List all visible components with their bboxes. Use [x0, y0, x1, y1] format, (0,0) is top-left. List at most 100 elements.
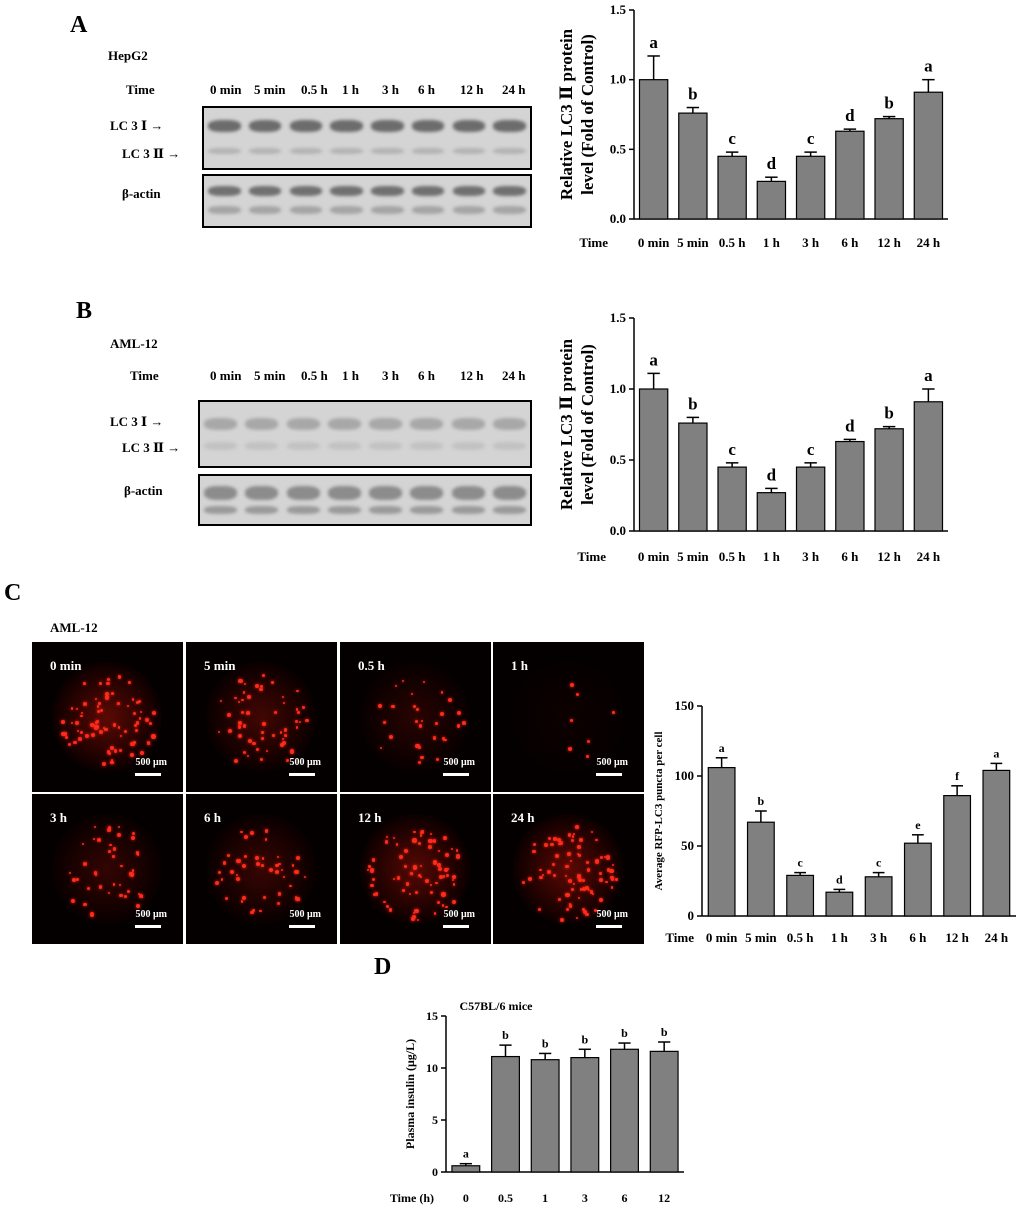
puncta-dot	[259, 685, 263, 689]
puncta-dot	[301, 705, 305, 709]
x-tick-label: 6	[622, 1191, 628, 1205]
blot-band	[245, 442, 279, 450]
puncta-dot	[599, 856, 603, 860]
blot-band	[289, 120, 323, 132]
puncta-dot	[456, 849, 459, 852]
arrow-right-icon: →	[150, 118, 164, 133]
puncta-dot	[219, 700, 222, 703]
significance-letter: c	[807, 129, 815, 148]
puncta-dot	[437, 901, 441, 905]
puncta-dot	[586, 868, 591, 872]
bar	[913, 91, 944, 220]
micrograph-tile: 0 min 500 μm	[32, 642, 183, 792]
puncta-dot	[94, 873, 97, 876]
puncta-dot	[432, 839, 437, 844]
bar	[756, 492, 787, 532]
bar	[913, 401, 944, 532]
puncta-dot	[274, 869, 279, 874]
puncta-dot	[388, 908, 393, 913]
puncta-dot	[429, 832, 433, 836]
puncta-dot	[374, 892, 379, 896]
panel-letter-c: C	[4, 580, 22, 606]
puncta-dot	[82, 701, 87, 706]
puncta-dot	[135, 700, 140, 704]
puncta-dot	[418, 746, 422, 750]
puncta-dot	[140, 711, 143, 714]
blot-band	[330, 148, 363, 154]
puncta-dot	[282, 875, 286, 879]
cell-glow	[513, 662, 623, 772]
puncta-dot	[577, 845, 581, 849]
puncta-dot	[116, 702, 120, 706]
puncta-dot	[259, 687, 263, 691]
puncta-dot	[586, 739, 590, 744]
puncta-dot	[112, 855, 115, 858]
puncta-dot	[451, 899, 457, 904]
puncta-dot	[138, 699, 142, 703]
puncta-dot	[441, 904, 445, 907]
puncta-dot	[93, 871, 98, 875]
puncta-dot	[444, 852, 449, 857]
puncta-dot	[98, 885, 103, 889]
lane-label: 6 h	[418, 368, 435, 383]
bar	[825, 891, 854, 917]
puncta-dot	[416, 918, 420, 921]
puncta-dot	[94, 720, 98, 724]
bar	[717, 155, 747, 220]
y-tick-label: 0.0	[610, 523, 626, 538]
puncta-dot	[598, 897, 603, 902]
puncta-dot	[242, 724, 246, 728]
puncta-dot	[389, 735, 394, 740]
puncta-dot	[109, 843, 113, 847]
puncta-dot	[569, 683, 574, 688]
puncta-dot	[112, 847, 117, 851]
blot-band	[289, 148, 323, 154]
puncta-dot	[220, 878, 224, 881]
scale-bar	[443, 773, 469, 776]
significance-letter: a	[719, 741, 725, 755]
puncta-dot	[294, 720, 298, 724]
blot-band	[451, 418, 485, 430]
puncta-dot	[611, 878, 615, 882]
significance-letter: c	[807, 440, 815, 459]
puncta-dot	[303, 876, 306, 879]
x-tick-label: 12	[658, 1191, 670, 1205]
puncta-dot	[273, 710, 277, 714]
micrograph-tile: 24 h 500 μm	[493, 794, 644, 944]
significance-letter: b	[621, 1026, 628, 1040]
puncta-dot	[582, 879, 585, 882]
puncta-dot	[283, 733, 287, 738]
puncta-dot	[571, 888, 574, 891]
puncta-dot	[419, 865, 423, 868]
blot-b-lc3-2-label: LC 3 Ⅱ →	[122, 440, 181, 455]
blot-band	[492, 442, 526, 450]
puncta-dot	[75, 720, 80, 725]
puncta-dot	[420, 719, 423, 722]
x-tick-label: 12 h	[877, 549, 901, 564]
puncta-dot	[371, 858, 375, 862]
puncta-dot	[128, 681, 131, 684]
puncta-dot	[136, 851, 140, 855]
puncta-dot	[250, 910, 254, 915]
puncta-dot	[282, 701, 286, 705]
puncta-dot	[281, 695, 285, 699]
y-tick-label: 15	[426, 1009, 438, 1023]
puncta-dot	[246, 711, 250, 715]
x-tick-label: 0	[463, 1191, 469, 1205]
bar	[982, 769, 1011, 917]
blot-band	[410, 442, 444, 450]
scale-bar-label: 500 μm	[289, 757, 322, 768]
puncta-dot	[610, 886, 613, 889]
micrograph-tile: 1 h 500 μm	[493, 642, 644, 792]
puncta-dot	[451, 878, 455, 881]
puncta-dot	[132, 832, 136, 836]
blot-band	[492, 418, 526, 430]
bar	[678, 112, 708, 220]
puncta-dot	[282, 741, 287, 746]
blot-band	[286, 442, 320, 450]
puncta-dot	[277, 892, 282, 896]
puncta-dot	[576, 874, 582, 879]
puncta-dot	[394, 685, 397, 688]
puncta-dot	[571, 839, 575, 843]
puncta-dot	[243, 835, 248, 840]
